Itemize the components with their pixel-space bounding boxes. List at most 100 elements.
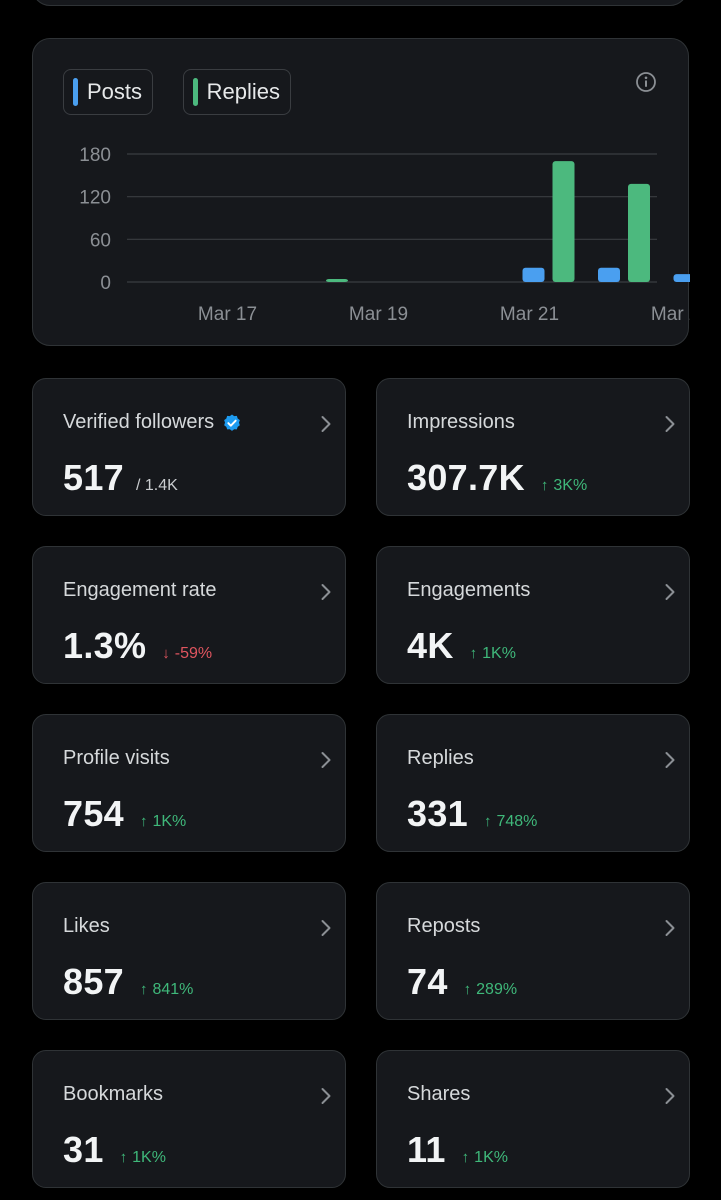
y-tick-label: 180: [79, 145, 111, 166]
metric-change-value: 1K%: [482, 644, 516, 662]
metric-change-value: 748%: [496, 812, 538, 830]
metric-total: / 1.4K: [135, 477, 178, 494]
metric-value-row: 331 ↑ 748%: [407, 793, 537, 835]
metric-value: 4K: [407, 625, 454, 666]
arrow-up-icon: ↑: [540, 477, 549, 494]
arrow-up-icon: ↑: [139, 813, 148, 830]
metric-value: 857: [63, 961, 124, 1002]
metric-change: ↑ 1K%: [120, 1149, 166, 1167]
metric-label-text: Shares: [407, 1083, 471, 1105]
metric-label-text: Reposts: [407, 915, 481, 937]
metric-value-row: 31 ↑ 1K%: [63, 1129, 166, 1171]
metric-value: 11: [407, 1129, 446, 1170]
verified-followers-card[interactable]: Verified followers 517 / 1.4K: [32, 378, 346, 516]
metric-change-value: 3K%: [553, 476, 588, 494]
metric-value: 754: [63, 793, 124, 834]
chevron-right-icon: [321, 920, 331, 936]
metric-value: 331: [407, 793, 468, 834]
impressions-card[interactable]: Impressions 307.7K ↑ 3K%: [376, 378, 690, 516]
metric-change: ↑ 289%: [464, 981, 517, 999]
profile-visits-card[interactable]: Profile visits 754 ↑ 1K%: [32, 714, 346, 852]
posts-swatch: [73, 78, 78, 106]
chevron-right-icon: [321, 584, 331, 600]
metric-value-row: 74 ↑ 289%: [407, 961, 517, 1003]
chevron-right-icon: [321, 1088, 331, 1104]
metric-change: ↑ 1K%: [462, 1149, 508, 1167]
metric-label: Replies: [407, 747, 474, 770]
metric-label-text: Profile visits: [63, 747, 170, 769]
legend-posts-label: Posts: [86, 79, 142, 104]
metric-change: ↑ 748%: [484, 813, 537, 831]
y-tick-label: 60: [90, 230, 111, 251]
engagements-card[interactable]: Engagements 4K ↑ 1K%: [376, 546, 690, 684]
metric-value: 31: [63, 1129, 104, 1170]
chevron-right-icon: [665, 752, 675, 768]
metric-value: 74: [407, 961, 448, 1002]
replies-card[interactable]: Replies 331 ↑ 748%: [376, 714, 690, 852]
legend-replies-toggle[interactable]: Replies: [183, 69, 291, 115]
chevron-right-icon: [665, 584, 675, 600]
legend-posts-toggle[interactable]: Posts: [63, 69, 153, 115]
previous-card: [32, 0, 688, 6]
arrow-up-icon: ↑: [469, 645, 478, 662]
x-tick-label: Mar 17: [198, 304, 257, 325]
chevron-right-icon: [321, 416, 331, 432]
engagement-rate-card[interactable]: Engagement rate 1.3% ↓ -59%: [32, 546, 346, 684]
x-tick-label: Mar 19: [349, 304, 408, 325]
metric-change: ↑ 3K%: [541, 477, 587, 495]
metric-change: ↑ 1K%: [140, 813, 186, 831]
metric-value-row: 517 / 1.4K: [63, 457, 178, 499]
chevron-right-icon: [321, 752, 331, 768]
metric-label: Profile visits: [63, 747, 170, 770]
metric-label: Reposts: [407, 915, 480, 938]
metric-label: Bookmarks: [63, 1083, 163, 1106]
reposts-card[interactable]: Reposts 74 ↑ 289%: [376, 882, 690, 1020]
metric-label-text: Engagement rate: [63, 579, 217, 601]
replies-bar: [326, 279, 348, 282]
arrow-up-icon: ↑: [119, 1149, 128, 1166]
arrow-up-icon: ↑: [139, 981, 148, 998]
metric-change-value: 841%: [152, 980, 194, 998]
bookmarks-card[interactable]: Bookmarks 31 ↑ 1K%: [32, 1050, 346, 1188]
metric-value-row: 307.7K ↑ 3K%: [407, 457, 587, 499]
metric-change-value: 1K%: [132, 1148, 166, 1166]
metric-change-value: 1K%: [152, 812, 187, 830]
metric-label-text: Replies: [407, 747, 474, 769]
arrow-down-icon: ↓: [162, 645, 170, 662]
likes-card[interactable]: Likes 857 ↑ 841%: [32, 882, 346, 1020]
arrow-up-icon: ↑: [483, 813, 492, 830]
metric-label-text: Likes: [63, 915, 110, 937]
replies-bar: [628, 183, 650, 282]
metric-value-row: 4K ↑ 1K%: [407, 625, 516, 667]
metric-value-row: 754 ↑ 1K%: [63, 793, 186, 835]
metric-label: Engagements: [407, 579, 530, 602]
metric-label-text: Engagements: [407, 579, 531, 601]
metric-label: Engagement rate: [63, 579, 216, 602]
posts-bar: [522, 267, 545, 282]
metric-label-text: Bookmarks: [63, 1083, 164, 1105]
activity-chart: 0 60 120 180 Mar 17 Mar 19 Mar 21 Mar 23: [79, 145, 690, 325]
metric-value-row: 857 ↑ 841%: [63, 961, 193, 1003]
posts-bar: [598, 267, 620, 282]
replies-swatch: [193, 78, 198, 106]
metric-label: Shares: [407, 1083, 470, 1106]
chevron-right-icon: [665, 1088, 675, 1104]
arrow-up-icon: ↑: [463, 981, 472, 998]
shares-card[interactable]: Shares 11 ↑ 1K%: [376, 1050, 690, 1188]
y-tick-label: 0: [100, 273, 111, 294]
info-icon[interactable]: [635, 71, 657, 93]
metric-value: 307.7K: [407, 457, 525, 498]
chevron-right-icon: [665, 416, 675, 432]
metric-value: 517: [63, 457, 124, 498]
metric-label: Likes: [63, 915, 110, 938]
y-tick-label: 120: [79, 188, 111, 209]
verified-badge-icon: [224, 414, 241, 431]
metric-change: ↓ -59%: [162, 645, 212, 663]
metric-value-row: 11 ↑ 1K%: [407, 1129, 508, 1171]
replies-bar: [552, 161, 575, 282]
metric-change: ↑ 1K%: [470, 645, 516, 663]
metric-change: ↑ 841%: [140, 981, 193, 999]
x-tick-label: Mar 21: [500, 304, 559, 325]
metric-change-value: 1K%: [474, 1148, 508, 1166]
